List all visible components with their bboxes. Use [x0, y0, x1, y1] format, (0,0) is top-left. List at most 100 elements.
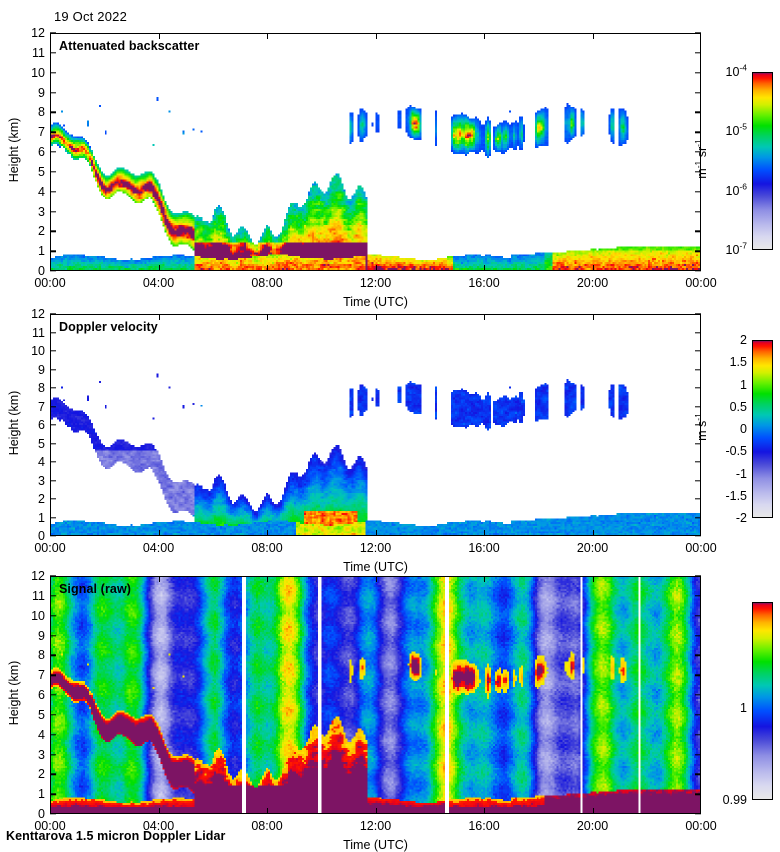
x-tick-label: 12:00	[359, 276, 392, 290]
y-tick-mark	[50, 654, 56, 657]
x-tick-mark	[158, 265, 160, 271]
y-tick-label: 9	[38, 362, 45, 377]
y-tick-label: 2	[38, 767, 45, 782]
y-tick-label: 6	[38, 687, 45, 702]
y-tick-label: 10	[31, 343, 45, 358]
y-tick-mark	[50, 773, 56, 776]
x-axis-label: Time (UTC)	[343, 295, 408, 309]
plot-area-doppler-velocity[interactable]: Doppler velocity	[50, 314, 701, 536]
y-tick-label: 12	[31, 568, 45, 583]
y-tick-mark	[695, 654, 701, 657]
y-tick-mark	[50, 405, 56, 408]
panel-title-attenuated-backscatter: Attenuated backscatter	[59, 39, 200, 53]
y-tick-mark	[695, 595, 701, 597]
y-tick-mark	[50, 210, 56, 213]
y-tick-mark	[695, 210, 701, 213]
y-tick-mark	[50, 250, 56, 252]
x-tick-label: 00:00	[34, 276, 66, 290]
y-tick-mark	[695, 753, 701, 756]
y-axis-panel-3: 0 1 2 3 4 5 6 7 8 9 10 11 12 Height (km)	[7, 570, 701, 820]
y-tick-mark	[695, 674, 701, 676]
y-tick-mark	[695, 773, 701, 776]
y-tick-mark	[50, 131, 56, 133]
y-tick-label: 5	[38, 164, 45, 179]
y-tick-mark	[50, 694, 56, 696]
x-tick-label: 00:00	[34, 819, 66, 833]
y-tick-mark	[695, 733, 701, 736]
y-tick-mark	[695, 111, 701, 114]
colorbar-tick-label: 10-7	[725, 240, 747, 257]
y-tick-label: 8	[38, 648, 45, 663]
colorbar-tick-label: 10-4	[725, 62, 747, 79]
x-tick-mark	[267, 530, 269, 536]
y-tick-mark	[695, 368, 701, 371]
y-tick-mark	[50, 111, 56, 114]
y-tick-mark	[695, 813, 701, 815]
y-tick-mark	[695, 32, 701, 34]
colorbar-doppler-velocity	[752, 340, 773, 518]
colorbar-ticks-signal-raw: 1 0.99	[723, 602, 773, 805]
y-tick-mark	[695, 535, 701, 537]
y-tick-label: 0	[38, 806, 45, 821]
y-tick-mark	[695, 614, 701, 617]
y-tick-mark	[50, 813, 56, 815]
x-tick-mark	[484, 530, 486, 536]
x-tick-mark	[484, 808, 486, 814]
colorbar-tick-label: 10-6	[725, 181, 747, 198]
y-tick-label: 11	[32, 588, 45, 603]
heatmap-doppler-velocity	[51, 315, 700, 535]
x-tick-mark	[592, 530, 594, 536]
y-tick-label: 3	[38, 473, 45, 488]
x-tick-label: 00:00	[685, 276, 717, 290]
colorbar-tick-label: 2	[740, 332, 747, 347]
x-tick-mark	[267, 808, 269, 814]
y-tick-mark	[695, 91, 701, 94]
plot-area-signal-raw[interactable]: Signal (raw)	[50, 576, 701, 814]
x-tick-mark	[375, 576, 377, 582]
y-tick-label: 4	[38, 454, 45, 469]
y-tick-mark	[695, 694, 701, 696]
x-tick-mark	[484, 33, 486, 39]
x-axis-panel-3: 00:00 04:00 08:00 12:00 16:00 20:00 00:00 Time …	[34, 576, 717, 852]
x-axis-label: Time (UTC)	[343, 560, 408, 574]
footer-caption: Kenttarova 1.5 micron Doppler Lidar	[6, 829, 226, 843]
x-tick-mark	[267, 314, 269, 320]
colorbar-tick-label: 1	[740, 700, 747, 715]
colorbar-tick-label: 10-5	[725, 121, 747, 139]
y-tick-label: 1	[38, 786, 45, 801]
y-axis-label: Height (km)	[7, 117, 21, 183]
x-tick-label: 20:00	[576, 276, 609, 290]
plot-area-attenuated-backscatter[interactable]: Attenuated backscatter	[50, 33, 701, 271]
x-tick-label: 04:00	[142, 276, 175, 290]
y-tick-mark	[695, 52, 701, 54]
y-tick-mark	[695, 479, 701, 482]
colorbar-ticks-doppler-velocity: 2 1.5 1 0.5 0 -0.5 -1 -1.5 -2	[725, 334, 773, 524]
x-tick-mark	[592, 314, 594, 320]
y-tick-label: 0	[38, 263, 45, 278]
y-tick-mark	[50, 52, 56, 54]
x-tick-mark	[592, 33, 594, 39]
y-tick-mark	[695, 634, 701, 637]
y-tick-mark	[50, 575, 56, 577]
y-tick-mark	[695, 424, 701, 426]
y-tick-mark	[50, 461, 56, 463]
y-tick-label: 8	[38, 380, 45, 395]
y-tick-mark	[50, 71, 56, 74]
y-tick-label: 8	[38, 105, 45, 120]
y-tick-mark	[50, 714, 56, 716]
y-tick-mark	[695, 230, 701, 233]
colorbar-tick-label: -2	[735, 510, 747, 525]
y-tick-mark	[50, 595, 56, 597]
y-tick-mark	[50, 535, 56, 537]
x-tick-label: 20:00	[576, 819, 609, 833]
x-tick-label: 16:00	[468, 819, 500, 833]
y-tick-label: 7	[38, 667, 45, 682]
x-tick-mark	[158, 314, 160, 320]
y-tick-mark	[50, 313, 56, 315]
y-tick-mark	[695, 714, 701, 716]
colorbar-tick-label: -0.5	[725, 444, 747, 458]
y-tick-mark	[50, 230, 56, 233]
colorbar-tick-label: 1	[740, 377, 747, 392]
colorbar-unit-attenuated-backscatter: m-1 sr-1	[692, 139, 709, 179]
x-tick-mark	[375, 314, 377, 320]
